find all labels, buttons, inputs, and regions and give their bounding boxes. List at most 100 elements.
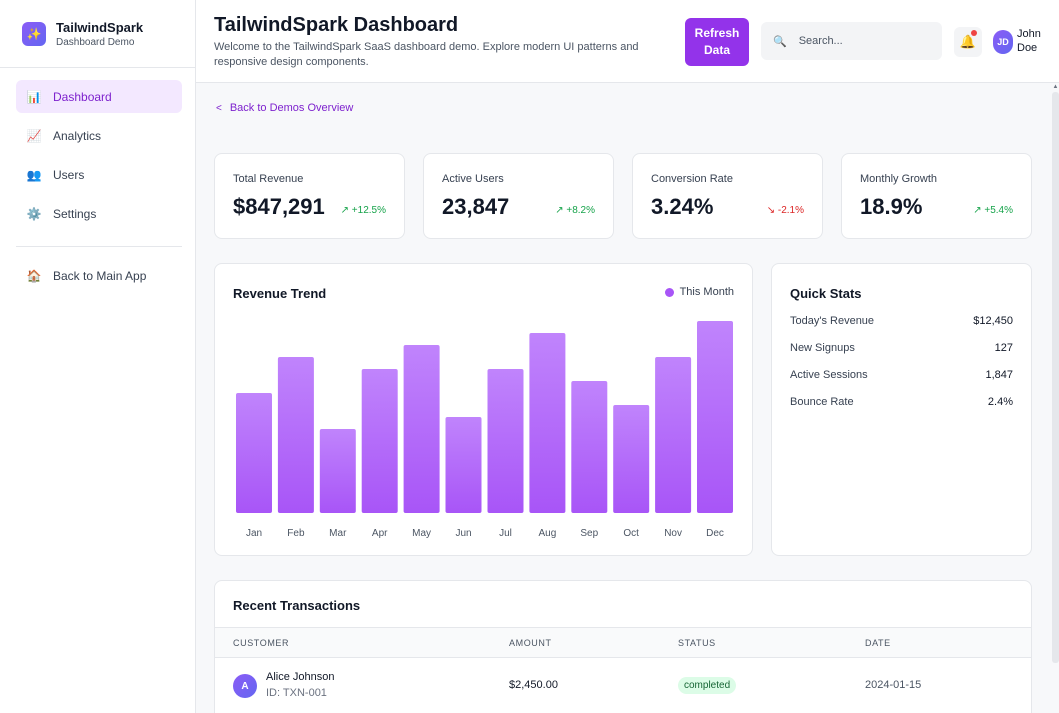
status-badge: completed — [678, 677, 737, 694]
stat-label: New Signups — [790, 342, 855, 354]
brand-name: TailwindSpark — [56, 19, 144, 35]
stat-row-todays-revenue: Today's Revenue $12,450 — [790, 315, 1013, 331]
home-icon: 🏠 — [26, 268, 42, 283]
notifications-button[interactable]: 🔔 — [954, 27, 982, 57]
kpi-value: 18.9% — [860, 194, 923, 219]
trend-chart-icon: 📈 — [26, 128, 42, 143]
quick-stats-title: Quick Stats — [790, 286, 862, 301]
stat-value: 1,847 — [985, 369, 1013, 381]
bar-chart-icon: 📊 — [26, 89, 42, 104]
sparkles-icon: ✨ — [22, 21, 46, 46]
bar-jul[interactable] — [487, 369, 524, 513]
bar-oct[interactable] — [613, 405, 650, 513]
avatar[interactable]: JD — [993, 30, 1013, 54]
sidebar-item-analytics[interactable]: 📈 Analytics — [16, 119, 182, 152]
sidebar-item-label: Dashboard — [53, 89, 112, 104]
x-tick-label: Jul — [499, 528, 512, 539]
search-input[interactable] — [798, 35, 929, 47]
kpi-value: $847,291 — [233, 194, 325, 219]
table-row[interactable]: A Alice Johnson ID: TXN-001 $2,450.00 co… — [215, 658, 1031, 713]
revenue-bar-chart: Jan Feb Mar Apr May Jun Jul Aug Sep Oct Nov Dec — [236, 321, 733, 539]
x-tick-label: Sep — [580, 528, 598, 539]
bar-mar[interactable] — [319, 429, 356, 513]
x-tick-label: Apr — [372, 528, 388, 539]
kpi-card-monthly-growth: Monthly Growth 18.9% ↗ +5.4% — [841, 153, 1032, 239]
transactions-title: Recent Transactions — [233, 598, 361, 613]
customer-avatar: A — [233, 674, 257, 698]
sidebar-item-settings[interactable]: ⚙️ Settings — [16, 197, 182, 230]
column-header-amount[interactable]: AMOUNT — [509, 638, 552, 648]
sidebar-item-label: Back to Main App — [53, 268, 147, 283]
scroll-up-arrow[interactable]: ▲ — [1052, 84, 1059, 90]
column-header-status[interactable]: STATUS — [678, 638, 716, 648]
transaction-date: 2024-01-15 — [865, 679, 922, 691]
recent-transactions-card: Recent Transactions CUSTOMER AMOUNT STAT… — [214, 580, 1032, 713]
x-tick-label: Nov — [664, 528, 682, 539]
x-tick-label: Jan — [246, 528, 262, 539]
brand[interactable]: ✨ TailwindSpark Dashboard Demo — [0, 0, 195, 68]
bar-may[interactable] — [403, 345, 440, 513]
x-tick-label: Oct — [623, 528, 639, 539]
transaction-id: ID: TXN-001 — [266, 687, 327, 699]
revenue-trend-card: Jan Feb Mar Apr May Jun Jul Aug Sep Oct Nov Dec Rev… — [214, 263, 753, 556]
back-link-label: Back to Demos Overview — [229, 102, 354, 114]
x-tick-label: Feb — [287, 528, 305, 539]
users-icon: 👥 — [26, 167, 42, 182]
top-header: TailwindSpark Dashboard Welcome to the T… — [196, 0, 1059, 83]
bar-apr[interactable] — [361, 369, 398, 513]
legend-dot — [664, 287, 674, 297]
bar-feb[interactable] — [277, 357, 314, 513]
transaction-amount: $2,450.00 — [509, 679, 558, 691]
search-box[interactable]: 🔍 — [761, 22, 942, 60]
sidebar-divider — [16, 246, 182, 247]
column-header-customer[interactable]: CUSTOMER — [233, 638, 290, 648]
bar-jun[interactable] — [445, 417, 482, 513]
kpi-value: 3.24% — [651, 194, 714, 219]
sidebar-item-back-to-main-app[interactable]: 🏠 Back to Main App — [16, 259, 182, 292]
search-icon: 🔍 — [773, 35, 787, 48]
brand-subtitle: Dashboard Demo — [56, 36, 135, 48]
page-description: Welcome to the TailwindSpark SaaS dashbo… — [214, 41, 639, 68]
stat-label: Today's Revenue — [790, 315, 875, 327]
bar-dec[interactable] — [697, 321, 733, 513]
kpi-card-total-revenue: Total Revenue $847,291 ↗ +12.5% — [214, 153, 405, 239]
sidebar-nav: 📊 Dashboard 📈 Analytics 👥 Users ⚙️ Setti… — [0, 68, 195, 292]
stat-value: 127 — [994, 342, 1013, 354]
bar-jan[interactable] — [236, 393, 272, 513]
refresh-data-button[interactable]: Refresh Data — [685, 18, 749, 66]
x-tick-label: Mar — [329, 528, 347, 539]
x-tick-label: Aug — [539, 528, 557, 539]
x-tick-label: May — [412, 528, 431, 539]
column-header-date[interactable]: DATE — [865, 638, 891, 648]
kpi-label: Conversion Rate — [651, 173, 733, 185]
back-to-demos-link[interactable]: < Back to Demos Overview — [216, 102, 353, 114]
bar-aug[interactable] — [529, 333, 566, 513]
kpi-change: ↗ +12.5% — [340, 205, 386, 216]
stat-label: Bounce Rate — [790, 396, 854, 408]
sidebar-item-dashboard[interactable]: 📊 Dashboard — [16, 80, 182, 113]
table-header: CUSTOMER AMOUNT STATUS DATE — [215, 627, 1031, 658]
sidebar-item-label: Settings — [53, 206, 97, 221]
kpi-label: Monthly Growth — [860, 173, 938, 185]
chart-legend: This Month — [664, 286, 734, 298]
stat-row-new-signups: New Signups 127 — [790, 342, 1013, 358]
gear-icon: ⚙️ — [26, 206, 42, 221]
stat-row-active-sessions: Active Sessions 1,847 — [790, 369, 1013, 385]
bar-nov[interactable] — [655, 357, 692, 513]
kpi-card-active-users: Active Users 23,847 ↗ +8.2% — [423, 153, 614, 239]
sidebar-item-label: Users — [53, 167, 85, 182]
kpi-change: ↘ -2.1% — [766, 205, 804, 216]
bar-sep[interactable] — [571, 381, 608, 513]
kpi-change: ↗ +8.2% — [555, 205, 595, 216]
bell-icon: 🔔 — [959, 34, 977, 49]
user-name[interactable]: John Doe — [1017, 28, 1041, 54]
kpi-label: Total Revenue — [233, 173, 304, 185]
stat-row-bounce-rate: Bounce Rate 2.4% — [790, 396, 1013, 412]
stat-label: Active Sessions — [790, 369, 868, 381]
sidebar-item-label: Analytics — [53, 128, 102, 143]
kpi-label: Active Users — [442, 173, 504, 185]
sidebar-item-users[interactable]: 👥 Users — [16, 158, 182, 191]
scrollbar[interactable] — [1052, 92, 1059, 663]
x-tick-label: Dec — [706, 528, 724, 539]
kpi-value: 23,847 — [442, 194, 510, 219]
